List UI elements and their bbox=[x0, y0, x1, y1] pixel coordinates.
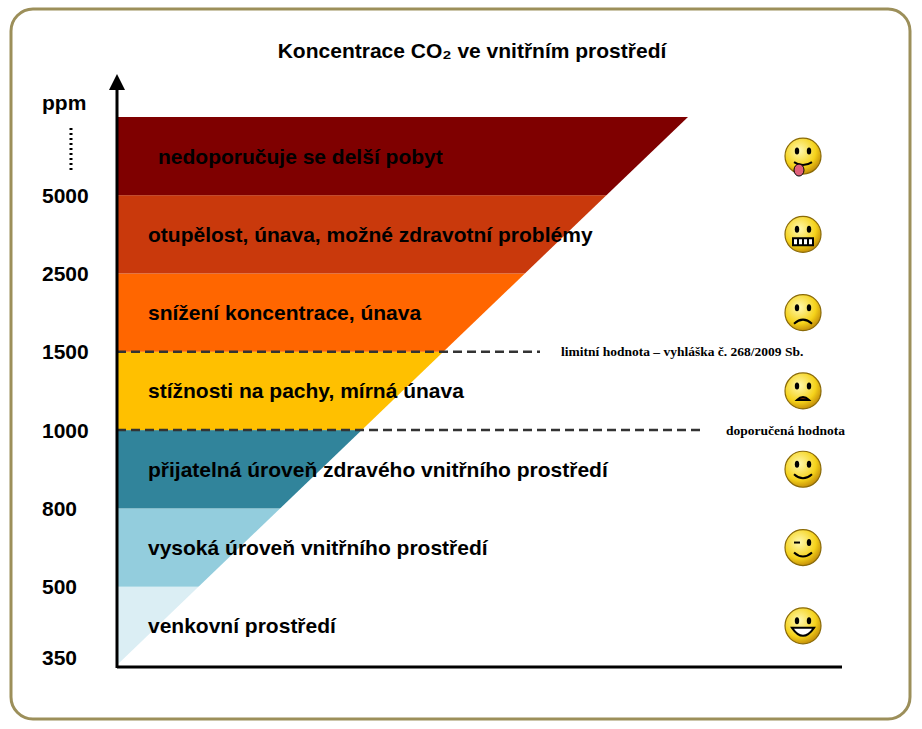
eye bbox=[807, 461, 811, 468]
band bbox=[117, 117, 817, 195]
band bbox=[117, 430, 817, 508]
smiley-face bbox=[785, 295, 821, 331]
eye bbox=[807, 148, 811, 155]
eye bbox=[795, 148, 799, 155]
threshold-label: limitní hodnota – vyhláška č. 268/2009 S… bbox=[561, 344, 803, 359]
eye bbox=[795, 617, 799, 624]
axis-continuation bbox=[70, 128, 73, 172]
tick-label: 5000 bbox=[42, 184, 89, 207]
smiley bbox=[785, 295, 821, 331]
band bbox=[117, 195, 817, 273]
band bbox=[117, 274, 817, 352]
mouth bbox=[794, 553, 812, 557]
smiley-face bbox=[785, 530, 821, 566]
tick-label: 1500 bbox=[42, 340, 89, 363]
mouth bbox=[794, 320, 812, 324]
band bbox=[117, 508, 817, 586]
eye bbox=[794, 542, 800, 544]
smiley-face bbox=[785, 451, 821, 487]
threshold-line bbox=[117, 351, 540, 354]
band-label: snížení koncentrace, únava bbox=[148, 301, 421, 324]
tick-label: 500 bbox=[42, 575, 77, 598]
band-label: vysoká úroveň vnitřního prostředí bbox=[148, 536, 489, 559]
smiley bbox=[785, 373, 821, 409]
smiley bbox=[785, 216, 821, 252]
smiley-face bbox=[785, 373, 821, 409]
band-label: otupělost, únava, možné zdravotní problé… bbox=[148, 223, 593, 246]
eye bbox=[795, 382, 799, 389]
mouth bbox=[793, 238, 813, 245]
bands bbox=[117, 117, 817, 665]
y-axis-arrow bbox=[109, 74, 125, 90]
chart: Koncentrace CO₂ ve vnitřním prostředí ven… bbox=[0, 0, 922, 729]
tongue bbox=[794, 164, 804, 176]
smiley-face bbox=[785, 608, 821, 644]
eye bbox=[795, 461, 799, 468]
title: Koncentrace CO₂ ve vnitřním prostředí bbox=[278, 39, 668, 62]
threshold-label: doporučená hodnota bbox=[726, 423, 845, 438]
tick-label: 1000 bbox=[42, 419, 89, 442]
mouth bbox=[792, 628, 814, 636]
smiley-face bbox=[785, 216, 821, 252]
frame bbox=[11, 9, 910, 719]
eye bbox=[807, 304, 811, 311]
eye bbox=[807, 382, 811, 389]
y-label: ppm bbox=[42, 91, 86, 114]
eye bbox=[807, 617, 811, 624]
smiley bbox=[785, 138, 821, 176]
band-label: stížnosti na pachy, mírná únava bbox=[148, 379, 464, 402]
smiley bbox=[785, 451, 821, 487]
eye bbox=[807, 226, 811, 233]
smiley bbox=[785, 608, 821, 644]
x-axis bbox=[117, 666, 842, 669]
band bbox=[117, 587, 817, 665]
threshold-line bbox=[117, 429, 705, 432]
eye bbox=[795, 226, 799, 233]
band bbox=[117, 352, 817, 430]
y-axis bbox=[116, 84, 119, 668]
smiley bbox=[785, 530, 821, 566]
band-label: venkovní prostředí bbox=[148, 614, 337, 637]
eye bbox=[795, 304, 799, 311]
mouth bbox=[794, 474, 812, 478]
mouth bbox=[797, 397, 809, 400]
band-label: přijatelná úroveň zdravého vnitřního pro… bbox=[148, 458, 609, 481]
tick-label: 350 bbox=[42, 646, 77, 669]
tick-label: 800 bbox=[42, 497, 77, 520]
tick-label: 2500 bbox=[42, 262, 89, 285]
eye bbox=[807, 539, 811, 546]
band-label: nedoporučuje se delší pobyt bbox=[158, 145, 443, 168]
